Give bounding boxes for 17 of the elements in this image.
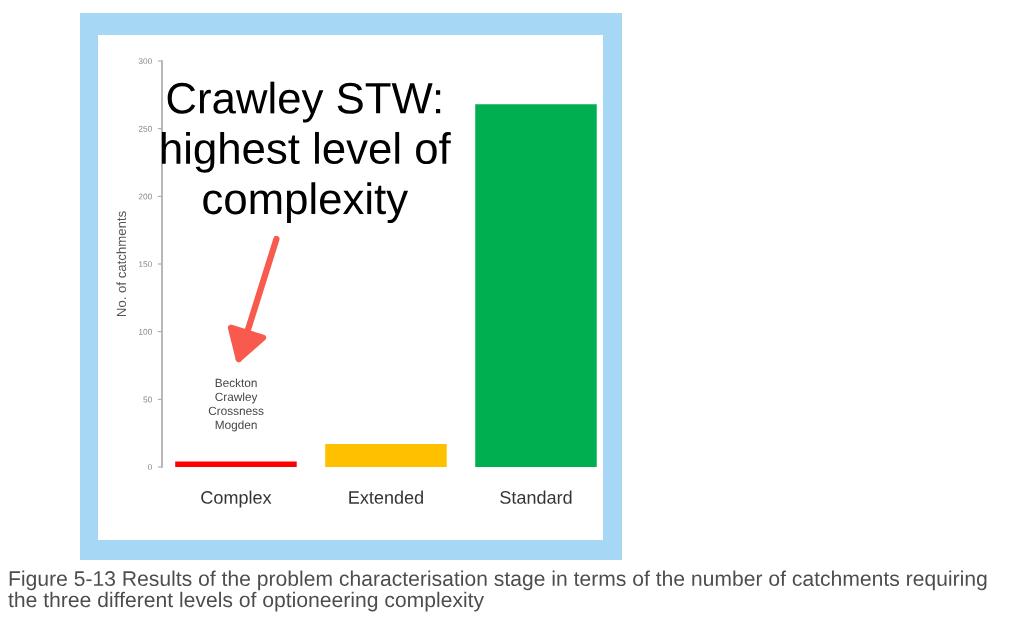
x-tick-label: Complex — [201, 490, 272, 508]
y-tick-label: 100 — [139, 328, 152, 335]
y-tick-label: 150 — [139, 261, 152, 268]
x-tick-label: Standard — [500, 490, 572, 504]
y-axis-title: No. of catchments — [116, 211, 127, 317]
y-tick-label: 300 — [138, 58, 152, 65]
bar — [175, 461, 297, 467]
y-tick-label: 50 — [143, 396, 152, 403]
bar — [325, 443, 447, 467]
y-tick-label: 200 — [138, 193, 152, 200]
y-tick-label: 0 — [147, 464, 152, 471]
annotation: Crawley STW: highest level of complexity — [161, 81, 451, 224]
x-tick-label: Extended — [349, 490, 423, 504]
y-tick-label: 250 — [138, 125, 152, 132]
bar — [475, 104, 597, 467]
annotation: Beckton Crawley Crossness Mogden — [208, 378, 264, 432]
caption: Figure 5-13 Results of the problem characterisation stage in terms of the number of catchments requiring the three different levels of optioneering complexity — [8, 570, 987, 612]
